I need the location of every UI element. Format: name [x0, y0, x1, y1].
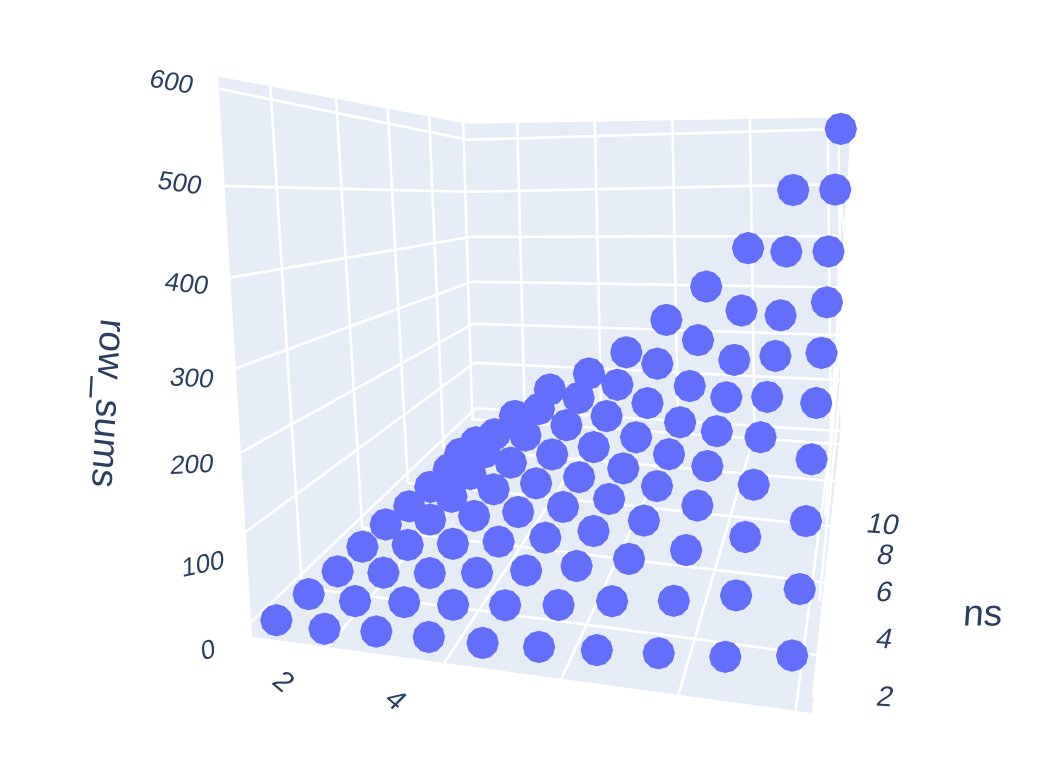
svg-text:2: 2	[266, 665, 301, 698]
svg-text:500: 500	[155, 165, 205, 200]
svg-text:4: 4	[378, 684, 413, 717]
svg-text:ns: ns	[962, 591, 1004, 633]
svg-text:2: 2	[873, 681, 897, 713]
svg-text:6: 6	[485, 709, 520, 742]
svg-text:4: 4	[873, 623, 897, 655]
svg-text:600: 600	[146, 63, 197, 99]
svg-text:10: 10	[863, 508, 902, 541]
svg-text:6: 6	[873, 576, 897, 608]
svg-text:200: 200	[169, 448, 216, 480]
svg-text:400: 400	[162, 266, 211, 300]
svg-text:100: 100	[182, 544, 224, 583]
svg-text:300: 300	[168, 362, 217, 394]
svg-text:0: 0	[200, 632, 217, 667]
svg-text:row_sums: row_sums	[84, 317, 135, 490]
svg-text:8: 8	[873, 539, 897, 571]
